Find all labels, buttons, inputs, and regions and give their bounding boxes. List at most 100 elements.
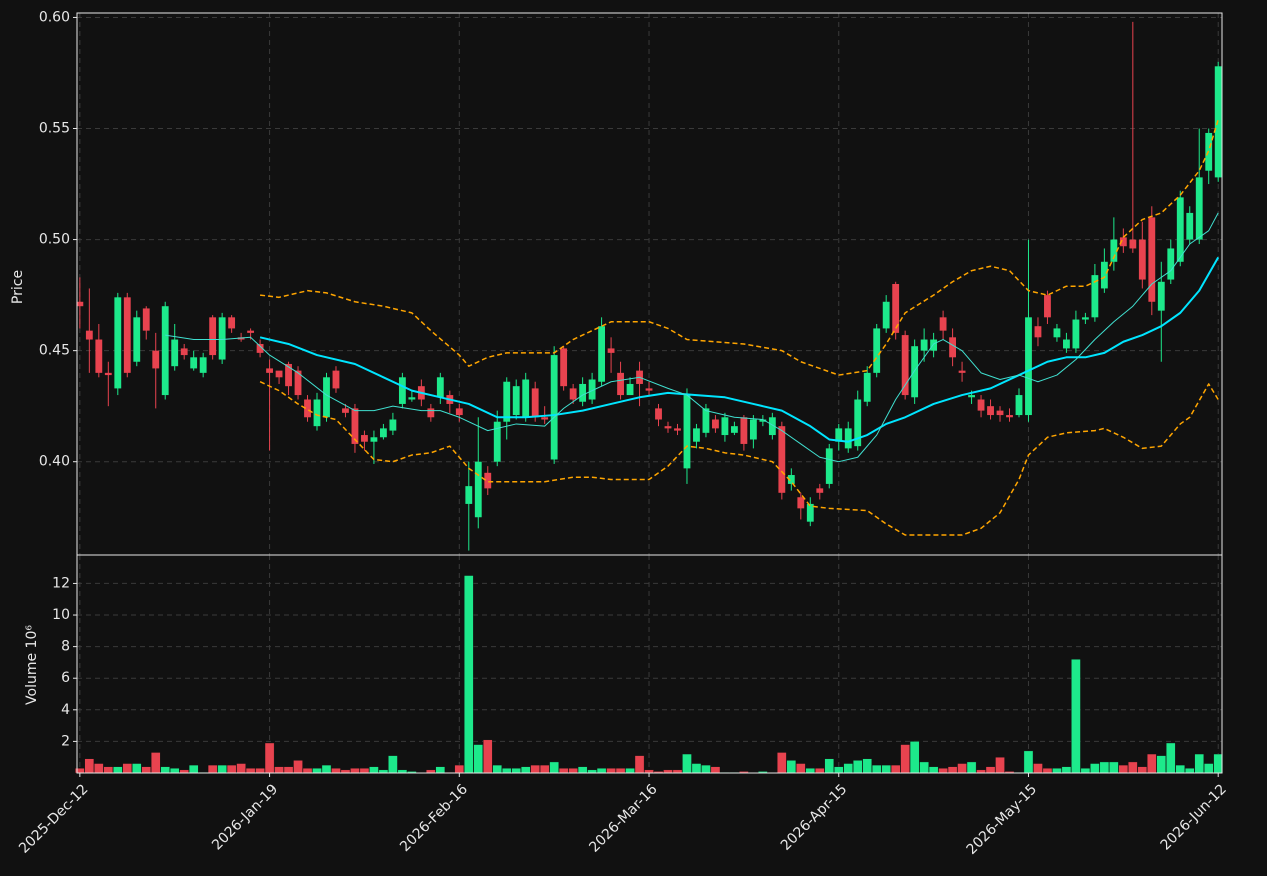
candle-body [342,408,349,413]
candle-body [844,428,852,449]
y-tick-label: 0.50 [39,232,70,248]
volume-bar [596,768,607,774]
candle-body [1110,239,1118,262]
candle-body [645,388,653,391]
volume-bar [852,760,863,774]
candle-body [1138,239,1146,280]
volume-bar [1156,755,1167,774]
candle-body [702,408,710,433]
candle-body [598,326,606,382]
volume-tick-label: 10 [52,607,70,623]
volume-bar [1175,764,1186,774]
candle-body [503,381,511,422]
volume-bar [84,758,95,774]
volume-bar [862,758,872,774]
volume-bar [369,766,379,774]
candle-body [114,297,122,389]
candle-body [835,428,843,442]
volume-bar [274,766,284,774]
candle-body [256,343,264,353]
candle-body [1186,212,1194,240]
volume-axis-title: Volume 10⁶ [24,625,40,705]
candle-body [550,355,558,460]
volume-bar [890,764,901,774]
volume-bar [871,764,882,774]
candle-body [379,428,387,438]
candle-body [816,488,824,493]
candle-body [797,497,805,509]
candle-body [768,417,776,436]
volume-bar [606,768,616,774]
volume-bar [359,768,370,774]
overlay-line [259,256,1220,443]
volume-bar [815,768,825,774]
volume-bar [312,768,322,774]
candle-body [1129,239,1137,249]
volume-bar [938,768,948,774]
volume-bar [245,768,256,774]
volume-bar [255,768,265,774]
candle-body [85,330,93,340]
volume-bar [682,753,692,774]
volume-bar [511,768,521,774]
volume-bar [777,752,787,774]
volume-bar [1090,763,1100,774]
volume-bar [1042,768,1053,774]
volume-bar [236,763,246,774]
candle-body [911,346,919,398]
candle-body [104,372,112,376]
candle-body [455,408,463,416]
volume-bar [132,763,142,774]
candle-body [588,379,596,400]
overlay-line [260,119,1219,376]
candle-body [313,399,321,427]
candle-body [285,363,292,387]
volume-bar [577,766,588,774]
candle-body [901,335,909,396]
candle-body [693,428,700,442]
volume-bar [966,761,977,774]
volume-bar [1080,768,1091,774]
candle-body [1157,281,1165,311]
volume-bar [302,768,313,774]
volume-bar [483,739,493,774]
volume-bar [843,763,853,774]
volume-bar [464,575,474,774]
candle-body [1072,319,1080,349]
candle-body [180,348,188,356]
candle-body [209,317,217,356]
volume-bar [103,766,114,774]
candle-body [1063,339,1070,349]
candle-body [863,372,871,402]
volume-bar [94,763,104,774]
overlay-line [165,212,1219,463]
volume-bar [350,768,360,774]
candle-body [626,383,634,396]
candle-body [142,308,150,331]
volume-bar [957,763,967,774]
candle-body [607,348,615,353]
candle-body [247,330,255,333]
volume-bar [331,768,341,774]
candle-body [740,417,748,444]
candle-body [133,317,141,362]
candle-body [1091,275,1099,318]
candle-body [1034,326,1042,338]
candle-body [1148,217,1156,302]
volume-bar [530,764,540,774]
volume-bar [264,742,275,774]
y-tick-label: 0.40 [39,454,70,470]
candle-body [199,357,207,373]
candle-body [427,408,435,418]
volume-bar [995,757,1005,774]
plot-area [75,21,1223,774]
volume-bar [1213,753,1223,774]
volume-bar [188,764,199,774]
y-tick-label: 0.60 [39,9,70,25]
volume-bar [1061,766,1072,774]
candle-body [1167,248,1175,280]
volume-bar [520,766,531,774]
candle-body [949,337,957,358]
